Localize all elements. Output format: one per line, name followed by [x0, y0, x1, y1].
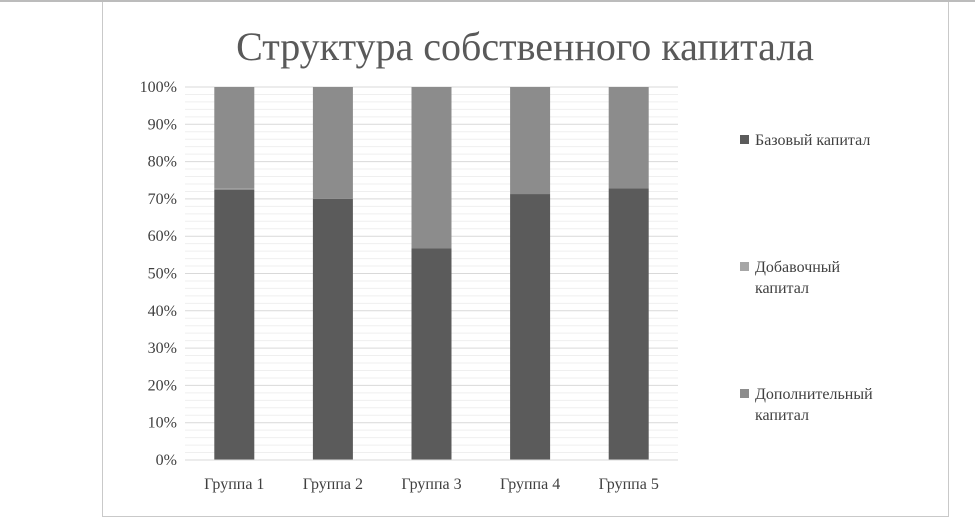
bar-segment	[312, 198, 353, 460]
x-axis-ticks: Группа 1 Группа 2 Группа 3 Группа 4 Группа 5	[204, 476, 659, 493]
bar-segment	[411, 87, 452, 249]
legend-label: Базовый капитал	[755, 132, 870, 149]
legend: Базовый капитал Добавочный капитал Дополнит…	[740, 132, 873, 424]
x-tick-label: Группа 5	[599, 476, 659, 493]
x-tick-label: Группа 3	[401, 476, 461, 493]
bar-segment	[214, 189, 255, 460]
y-axis-ticks: 0% 10% 20% 30% 40% 50% 60% 70% 80% 90% 100%	[140, 79, 177, 469]
x-tick-label: Группа 1	[204, 476, 264, 493]
legend-swatch	[740, 262, 749, 271]
x-tick-label: Группа 2	[303, 476, 363, 493]
y-tick-label: 60%	[148, 228, 177, 245]
y-tick-label: 80%	[148, 154, 177, 171]
legend-swatch	[740, 389, 749, 398]
legend-swatch	[740, 135, 749, 144]
bar-segment	[411, 248, 452, 460]
y-tick-label: 100%	[140, 79, 177, 96]
bar-segment	[608, 87, 649, 189]
chart-title: Структура собственного капитала	[236, 24, 814, 69]
y-tick-label: 30%	[148, 340, 177, 357]
x-tick-label: Группа 4	[500, 476, 560, 493]
legend-label: Дополнительный капитал	[755, 386, 873, 424]
y-tick-label: 20%	[148, 377, 177, 394]
bar-segment	[214, 87, 255, 189]
y-tick-label: 40%	[148, 303, 177, 320]
y-tick-label: 50%	[148, 266, 177, 283]
top-divider	[0, 0, 975, 2]
bar-segment	[214, 188, 255, 190]
bar-segment	[510, 194, 551, 460]
bar-segment	[510, 87, 551, 195]
legend-label: Добавочный капитал	[755, 259, 841, 297]
bar-segment	[608, 188, 649, 460]
bars	[214, 87, 649, 460]
y-tick-label: 0%	[156, 452, 177, 469]
y-tick-label: 10%	[148, 415, 177, 432]
y-tick-label: 70%	[148, 191, 177, 208]
y-tick-label: 90%	[148, 116, 177, 133]
bar-segment	[312, 87, 353, 199]
